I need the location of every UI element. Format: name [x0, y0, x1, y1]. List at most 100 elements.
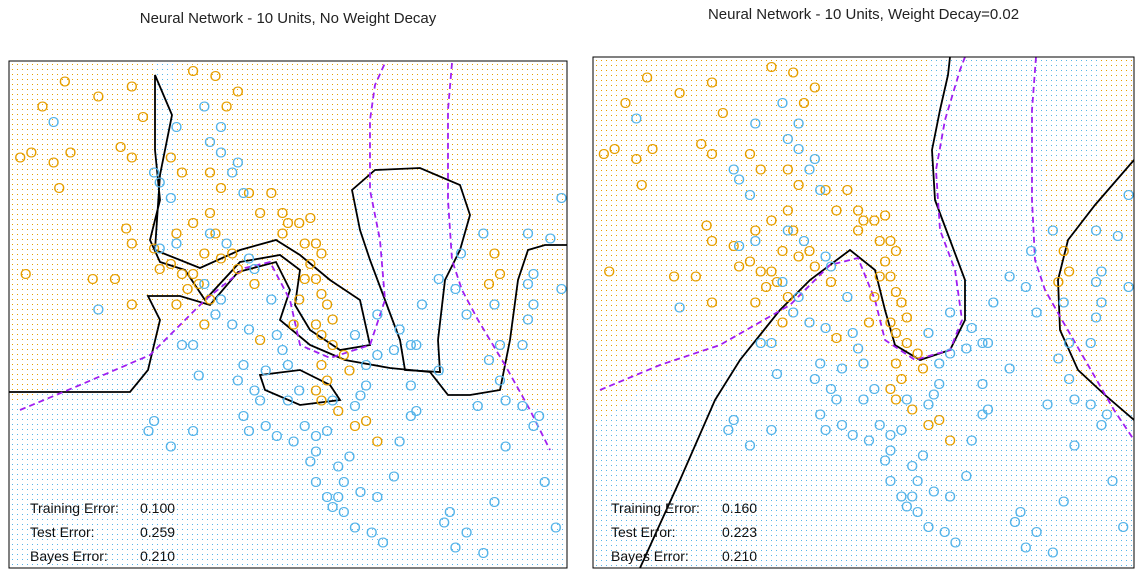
left-grid-dot — [492, 264, 493, 265]
left-grid-dot — [417, 269, 418, 270]
left-grid-dot — [117, 94, 118, 95]
left-grid-dot — [372, 224, 373, 225]
left-grid-dot — [392, 129, 393, 130]
left-grid-dot — [197, 169, 198, 170]
left-grid-dot — [97, 259, 98, 260]
left-grid-dot — [92, 109, 93, 110]
left-grid-dot — [247, 169, 248, 170]
left-grid-dot — [82, 109, 83, 110]
left-grid-dot — [427, 109, 428, 110]
left-grid-dot — [257, 109, 258, 110]
left-grid-dot — [22, 269, 23, 270]
left-grid-dot — [47, 259, 48, 260]
left-grid-dot — [217, 239, 218, 240]
left-grid-dot — [22, 284, 23, 285]
left-grid-dot — [502, 189, 503, 190]
left-grid-dot — [372, 219, 373, 220]
left-grid-dot — [77, 154, 78, 155]
left-grid-dot — [522, 249, 523, 250]
left-grid-dot — [472, 94, 473, 95]
left-grid-dot — [162, 274, 163, 275]
left-grid-dot — [12, 264, 13, 265]
left-grid-dot — [307, 239, 308, 240]
left-grid-dot — [472, 119, 473, 120]
left-grid-dot — [52, 239, 53, 240]
left-grid-dot — [312, 234, 313, 235]
left-grid-dot — [307, 74, 308, 75]
left-grid-dot — [302, 204, 303, 205]
left-grid-dot — [522, 149, 523, 150]
left-grid-dot — [557, 74, 558, 75]
left-grid-dot — [152, 224, 153, 225]
left-grid-dot — [162, 154, 163, 155]
left-grid-dot — [547, 204, 548, 205]
left-grid-dot — [192, 214, 193, 215]
left-grid-dot — [487, 229, 488, 230]
left-grid-dot — [362, 134, 363, 135]
left-grid-dot — [392, 184, 393, 185]
left-grid-dot — [242, 99, 243, 100]
left-grid-dot — [122, 199, 123, 200]
left-grid-dot — [217, 219, 218, 220]
left-grid-dot — [447, 84, 448, 85]
left-grid-dot — [377, 89, 378, 90]
left-grid-dot — [217, 149, 218, 150]
left-grid-dot — [122, 284, 123, 285]
left-grid-dot — [442, 94, 443, 95]
left-grid-dot — [447, 99, 448, 100]
left-grid-dot — [67, 239, 68, 240]
left-grid-dot — [12, 79, 13, 80]
left-grid-dot — [532, 154, 533, 155]
left-grid-dot — [12, 64, 13, 65]
left-grid-dot — [247, 154, 248, 155]
left-grid-dot — [22, 249, 23, 250]
left-grid-dot — [497, 274, 498, 275]
left-grid-dot — [407, 149, 408, 150]
left-grid-dot — [72, 224, 73, 225]
left-grid-dot — [142, 219, 143, 220]
left-grid-dot — [332, 219, 333, 220]
left-grid-dot — [377, 119, 378, 120]
left-grid-dot — [202, 94, 203, 95]
left-grid-dot — [137, 204, 138, 205]
left-grid-dot — [292, 204, 293, 205]
left-grid-dot — [137, 64, 138, 65]
left-grid-dot — [327, 99, 328, 100]
left-grid-dot — [312, 244, 313, 245]
left-grid-dot — [437, 244, 438, 245]
left-grid-dot — [127, 179, 128, 180]
left-grid-dot — [457, 259, 458, 260]
left-grid-dot — [227, 159, 228, 160]
left-grid-dot — [302, 64, 303, 65]
left-grid-dot — [317, 109, 318, 110]
left-grid-dot — [17, 174, 18, 175]
left-grid-dot — [227, 154, 228, 155]
left-grid-dot — [222, 249, 223, 250]
left-grid-dot — [272, 164, 273, 165]
left-grid-dot — [72, 94, 73, 95]
left-grid-dot — [482, 84, 483, 85]
left-grid-dot — [152, 209, 153, 210]
left-grid-dot — [427, 249, 428, 250]
left-grid-dot — [137, 154, 138, 155]
left-grid-dot — [482, 69, 483, 70]
left-grid-dot — [377, 74, 378, 75]
left-grid-dot — [287, 154, 288, 155]
left-grid-dot — [397, 214, 398, 215]
left-grid-dot — [417, 264, 418, 265]
left-grid-dot — [237, 129, 238, 130]
left-grid-dot — [72, 284, 73, 285]
left-grid-dot — [72, 69, 73, 70]
left-grid-dot — [92, 164, 93, 165]
left-grid-dot — [532, 69, 533, 70]
left-grid-dot — [182, 169, 183, 170]
left-grid-dot — [192, 94, 193, 95]
left-grid-dot — [117, 254, 118, 255]
left-grid-dot — [147, 164, 148, 165]
left-grid-dot — [532, 169, 533, 170]
left-grid-dot — [362, 274, 363, 275]
left-grid-dot — [527, 154, 528, 155]
left-grid-dot — [292, 119, 293, 120]
left-grid-dot — [487, 94, 488, 95]
left-grid-dot — [427, 269, 428, 270]
